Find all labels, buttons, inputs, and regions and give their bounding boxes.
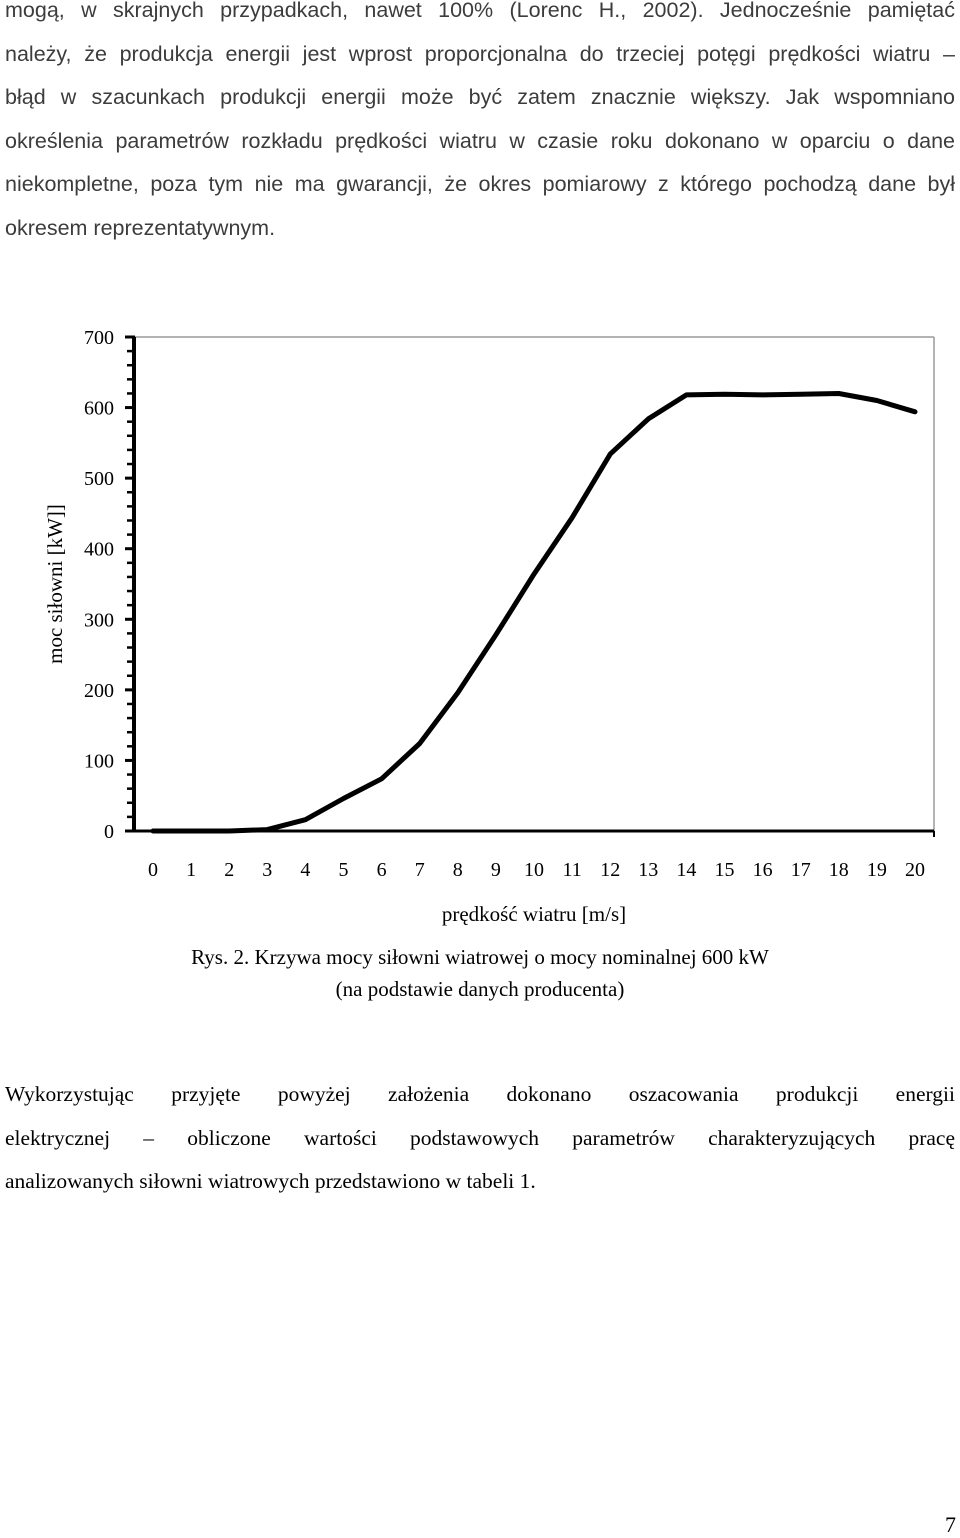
paragraph-line: błąd w szacunkach produkcji energii może… <box>5 76 955 120</box>
y-tick-label: 600 <box>84 398 114 420</box>
y-tick-label: 300 <box>84 609 114 631</box>
x-tick-label: 0 <box>148 859 158 881</box>
y-tick-label: 0 <box>104 821 114 843</box>
y-tick-label: 700 <box>84 327 114 349</box>
page-number: 7 <box>945 1512 956 1538</box>
x-tick-label: 6 <box>377 859 387 881</box>
x-tick-label: 5 <box>339 859 349 881</box>
x-tick-label: 14 <box>676 859 696 881</box>
x-tick-label: 16 <box>753 859 773 881</box>
x-tick-label: 2 <box>224 859 234 881</box>
paragraph-line: analizowanych siłowni wiatrowych przedst… <box>5 1160 955 1204</box>
x-tick-label: 3 <box>262 859 272 881</box>
paragraph-line: niekompletne, poza tym nie ma gwarancji,… <box>5 163 955 207</box>
y-tick-label: 100 <box>84 750 114 772</box>
x-tick-label: 20 <box>905 859 925 881</box>
paragraph-line: określenia parametrów rozkładu prędkości… <box>5 120 955 164</box>
x-tick-label: 1 <box>186 859 196 881</box>
paragraph-line: okresem reprezentatywnym. <box>5 207 955 251</box>
y-tick-label: 500 <box>84 468 114 490</box>
x-axis-label: prędkość wiatru [m/s] <box>442 902 626 926</box>
x-tick-label: 15 <box>715 859 735 881</box>
paragraph-line: należy, że produkcja energii jest wprost… <box>5 33 955 77</box>
x-tick-label: 10 <box>524 859 544 881</box>
series-line-0 <box>153 394 915 832</box>
paragraph-line: Wykorzystując przyjęte powyżej założenia… <box>5 1073 955 1117</box>
y-tick-label: 400 <box>84 539 114 561</box>
x-tick-label: 17 <box>791 859 811 881</box>
x-tick-label: 18 <box>829 859 849 881</box>
paragraph-line: elektrycznej – obliczone wartości podsta… <box>5 1117 955 1161</box>
y-axis-label: moc siłowni [kW]] <box>43 504 67 664</box>
y-tick-label: 200 <box>84 680 114 702</box>
figure-caption-source: (na podstawie danych producenta) <box>0 974 960 1004</box>
x-tick-label: 9 <box>491 859 501 881</box>
x-tick-label: 11 <box>562 859 581 881</box>
x-tick-label: 12 <box>600 859 620 881</box>
paragraph-top: mogą, w skrajnych przypadkach, nawet 100… <box>5 0 955 250</box>
paragraph-line: mogą, w skrajnych przypadkach, nawet 100… <box>5 0 955 33</box>
paragraph-bottom: Wykorzystując przyjęte powyżej założenia… <box>5 1073 955 1204</box>
x-tick-label: 8 <box>453 859 463 881</box>
x-tick-label: 4 <box>300 859 310 881</box>
x-tick-label: 13 <box>638 859 658 881</box>
x-tick-label: 7 <box>415 859 425 881</box>
figure-caption: Rys. 2. Krzywa mocy siłowni wiatrowej o … <box>0 942 960 972</box>
x-tick-label: 19 <box>867 859 887 881</box>
